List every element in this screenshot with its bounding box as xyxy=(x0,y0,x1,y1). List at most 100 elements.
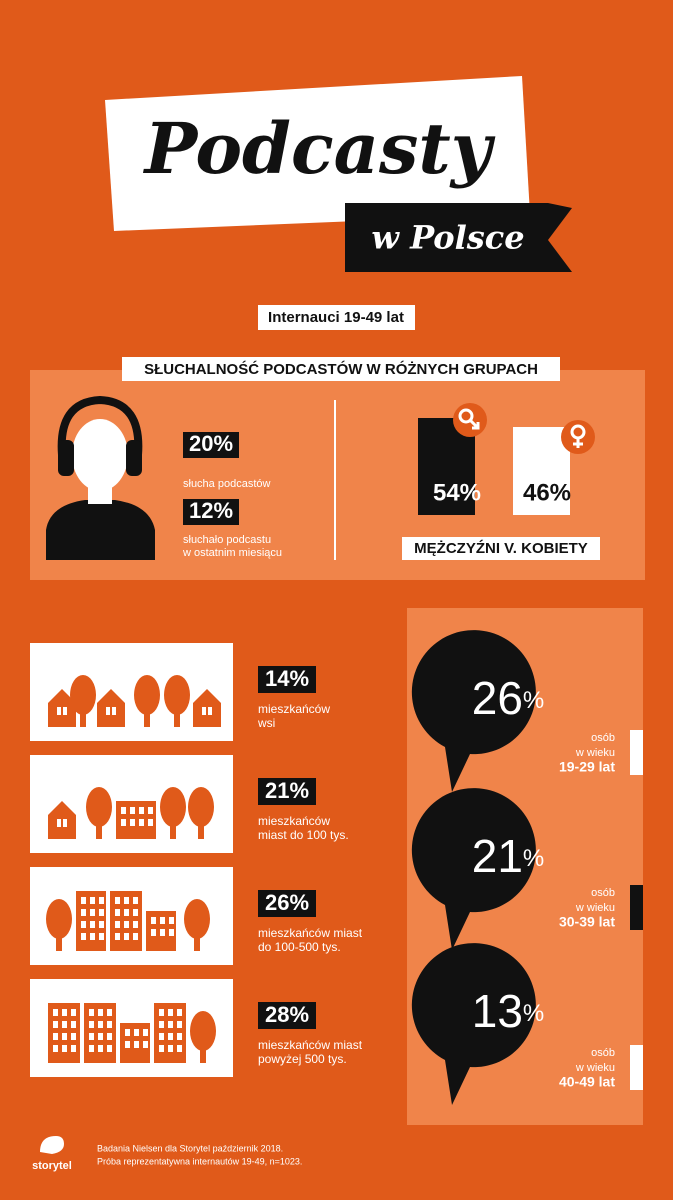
value: 20% xyxy=(189,431,233,456)
place-icons xyxy=(48,675,221,727)
window xyxy=(148,819,153,826)
window xyxy=(107,1033,112,1040)
window xyxy=(81,909,86,916)
window xyxy=(71,1045,76,1052)
window xyxy=(160,917,165,924)
audience: Internauci 19-49 lat xyxy=(268,309,404,326)
value: 14% xyxy=(265,666,309,691)
window xyxy=(177,1009,182,1016)
house-icon xyxy=(48,689,76,727)
window xyxy=(168,1021,173,1028)
window xyxy=(71,1033,76,1040)
value: 28% xyxy=(265,1002,309,1027)
window xyxy=(89,1045,94,1052)
value-box xyxy=(258,1002,316,1029)
window xyxy=(57,819,61,827)
window xyxy=(115,933,120,940)
tree-trunk xyxy=(144,711,150,727)
tree-trunk xyxy=(174,711,180,727)
logo-text: storytel xyxy=(32,1160,72,1172)
window xyxy=(89,1021,94,1028)
tree-icon xyxy=(134,675,160,715)
caption: do 100-500 tys. xyxy=(258,940,341,954)
person-icon xyxy=(46,395,155,560)
age-value: 26% xyxy=(472,672,545,724)
window xyxy=(90,909,95,916)
age-caption: 19-29 lat xyxy=(559,759,615,775)
age-caption: w wieku xyxy=(575,1062,615,1074)
value-box xyxy=(258,778,316,805)
window xyxy=(139,819,144,826)
value: 26% xyxy=(265,890,309,915)
window xyxy=(143,1029,148,1036)
tree-trunk xyxy=(198,823,204,839)
speech-bubble xyxy=(411,788,536,950)
window xyxy=(121,819,126,826)
window xyxy=(151,929,156,936)
age-value: 21% xyxy=(472,830,545,882)
subtitle: w Polsce xyxy=(371,219,524,257)
window xyxy=(107,1021,112,1028)
window xyxy=(208,707,212,715)
value: 12% xyxy=(189,498,233,523)
window xyxy=(63,819,67,827)
audience-box xyxy=(258,305,415,330)
women-bar xyxy=(513,427,570,515)
value-box xyxy=(258,890,316,917)
tree-icon xyxy=(86,787,112,827)
tree-trunk xyxy=(56,935,62,951)
tree-icon xyxy=(190,1011,216,1051)
window xyxy=(160,929,165,936)
age-caption: osób xyxy=(591,887,615,899)
age-caption: osób xyxy=(591,1047,615,1059)
caption: wsi xyxy=(257,716,275,730)
tree-icon xyxy=(160,787,186,827)
speech-bubble xyxy=(411,943,536,1105)
window xyxy=(106,707,110,715)
window xyxy=(134,1029,139,1036)
window xyxy=(89,1009,94,1016)
window xyxy=(159,1021,164,1028)
tree-icon xyxy=(164,675,190,715)
window xyxy=(148,807,153,814)
window xyxy=(90,897,95,904)
window xyxy=(98,1045,103,1052)
window xyxy=(90,921,95,928)
tree-icon xyxy=(184,899,210,939)
men-value: 54% xyxy=(433,479,481,506)
window xyxy=(177,1045,182,1052)
value-box xyxy=(183,432,239,458)
window xyxy=(177,1033,182,1040)
speech-bubble xyxy=(411,630,536,792)
title-box xyxy=(105,76,530,231)
window xyxy=(98,1009,103,1016)
tree-icon xyxy=(46,899,72,939)
window xyxy=(168,1033,173,1040)
age-marker xyxy=(630,1045,643,1090)
window xyxy=(90,933,95,940)
caption: miast do 100 tys. xyxy=(258,828,349,842)
male-symbol xyxy=(453,403,487,437)
caption: mieszkańców miast xyxy=(258,926,363,940)
tree-trunk xyxy=(96,823,102,839)
tree-trunk xyxy=(194,935,200,951)
window xyxy=(134,1041,139,1048)
female-symbol xyxy=(561,420,595,454)
caption: mieszkańców xyxy=(258,702,330,716)
window xyxy=(159,1009,164,1016)
window xyxy=(168,1009,173,1016)
window xyxy=(99,933,104,940)
tree-trunk xyxy=(200,1047,206,1063)
window xyxy=(159,1045,164,1052)
window xyxy=(202,707,206,715)
window xyxy=(112,707,116,715)
window xyxy=(169,929,174,936)
value-box xyxy=(258,666,316,693)
window xyxy=(133,933,138,940)
window xyxy=(99,909,104,916)
window xyxy=(121,807,126,814)
subtitle-banner xyxy=(345,203,572,272)
window xyxy=(124,921,129,928)
window xyxy=(168,1045,173,1052)
window xyxy=(99,921,104,928)
